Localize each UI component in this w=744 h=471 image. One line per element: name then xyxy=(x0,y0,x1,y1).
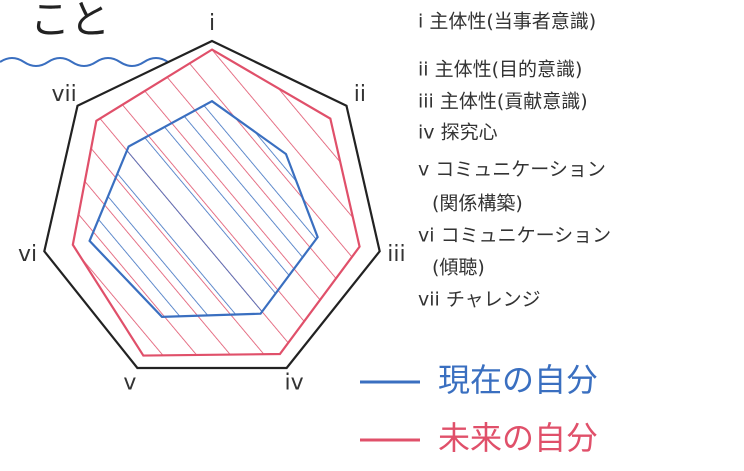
axis-description: (傾聴) xyxy=(432,257,485,279)
axis-label: i xyxy=(209,11,215,36)
axis-description: iv 探究心 xyxy=(418,122,498,144)
axis-descriptions: i 主体性(当事者意識) ii 主体性(目的意識) iii 主体性(貢献意識) iv … xyxy=(418,11,611,311)
axis-description: iii 主体性(貢献意識) xyxy=(418,91,588,113)
series-area xyxy=(88,99,319,318)
legend-label: 未来の自分 xyxy=(438,419,598,457)
axis-label: iv xyxy=(285,370,304,395)
axis-description: i 主体性(当事者意識) xyxy=(418,11,596,33)
axis-description: vii チャレンジ xyxy=(418,289,541,311)
axis-description: ii 主体性(目的意識) xyxy=(418,59,582,81)
axis-description: vi コミュニケーション xyxy=(418,225,611,247)
axis-label: v xyxy=(123,370,136,395)
legend-label: 現在の自分 xyxy=(438,361,598,399)
title-underline xyxy=(0,57,169,67)
chart-title: こと xyxy=(30,0,110,43)
axis-label: ii xyxy=(354,82,366,107)
axis-description: v コミュニケーション xyxy=(418,159,606,181)
axis-label: vii xyxy=(51,82,76,107)
outer-frame xyxy=(43,39,381,370)
axis-label: iii xyxy=(387,242,405,267)
axis-label: vi xyxy=(18,242,37,267)
axis-description: (関係構築) xyxy=(432,193,523,215)
